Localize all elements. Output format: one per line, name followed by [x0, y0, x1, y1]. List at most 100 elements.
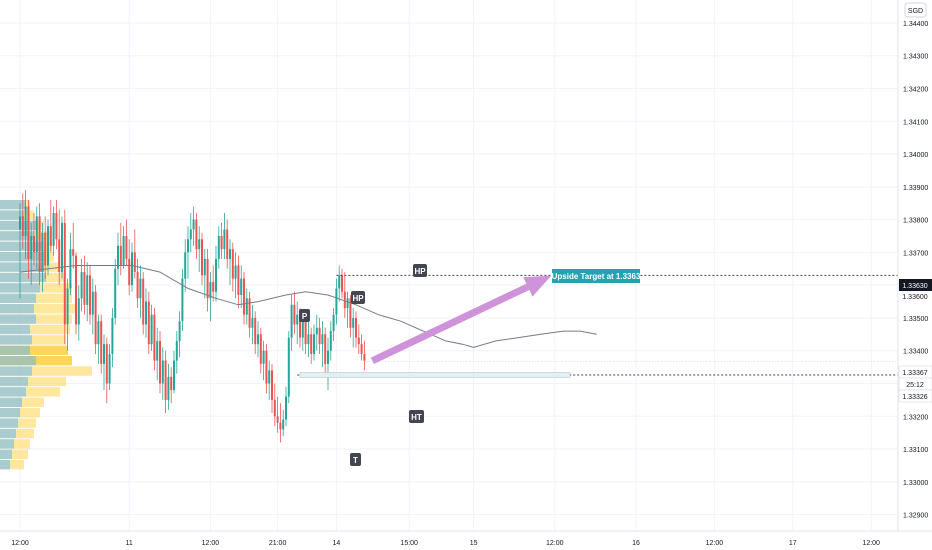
- candle-down: [273, 399, 276, 417]
- volume-bar-down: [0, 397, 22, 407]
- candle-up: [262, 350, 265, 364]
- price-tag-bid[interactable]: 1.33326: [898, 389, 932, 403]
- time-tick-label: 12:00: [862, 540, 880, 547]
- price-tag-level-1[interactable]: 1.33630: [899, 279, 932, 291]
- price-tick-label: 1.33100: [903, 447, 928, 454]
- ht-text: HT: [411, 413, 422, 422]
- grid: [0, 0, 898, 531]
- candle-up: [251, 317, 254, 328]
- candle-up: [307, 334, 310, 345]
- candle-down: [142, 278, 145, 325]
- volume-bar-up: [0, 345, 68, 355]
- candle-up: [181, 278, 184, 322]
- candle-up: [290, 304, 293, 338]
- candle-down: [201, 239, 203, 276]
- price-tick-label: 1.34100: [903, 119, 928, 126]
- candle-down: [310, 334, 313, 354]
- volume-bar-down: [0, 418, 18, 428]
- moving-average-line: [19, 265, 597, 348]
- hp-right-text: HP: [414, 267, 426, 276]
- candle-up: [346, 298, 349, 309]
- time-tick-label: 12:00: [706, 540, 724, 547]
- candle-down: [231, 249, 234, 279]
- volume-bar-down: [0, 231, 34, 241]
- candle-up: [77, 298, 80, 325]
- p-marker[interactable]: P: [299, 309, 310, 322]
- candle-up: [315, 327, 318, 335]
- candle-down: [128, 258, 131, 286]
- volume-bar-up: [0, 387, 60, 397]
- candle-down: [195, 219, 198, 250]
- annotations: HP HP P T HT Upside Target at 1.3363: [299, 264, 641, 466]
- candle-down: [89, 275, 91, 315]
- candle-down: [299, 314, 301, 338]
- volume-bar-down: [0, 335, 32, 345]
- p-text: P: [302, 312, 308, 321]
- time-tick-label: 11: [126, 540, 133, 547]
- volume-bar-up: [0, 366, 92, 376]
- hp-right-marker[interactable]: HP: [413, 264, 427, 277]
- candle-up: [41, 232, 44, 273]
- candle-up: [198, 239, 201, 250]
- candle-up: [209, 281, 212, 299]
- candle-down: [105, 344, 108, 384]
- price-tag-level-1-text: 1.33630: [902, 283, 927, 290]
- candle-up: [80, 272, 83, 299]
- candle-up: [30, 236, 33, 259]
- time-tick-label: 12:00: [202, 540, 220, 547]
- hp-left-marker[interactable]: HP: [351, 291, 365, 304]
- candle-up: [108, 354, 111, 384]
- countdown-text: 25:12: [906, 382, 924, 389]
- volume-bar-down: [0, 387, 26, 397]
- time-axis[interactable]: 12:00 11 12:00 21:00 14 15:00 15 12:00 16 12:00 17…: [11, 540, 932, 547]
- candle-up: [234, 265, 237, 279]
- volume-bar-down: [0, 272, 46, 283]
- candle-up: [150, 314, 153, 345]
- price-tick-label: 1.33000: [903, 480, 928, 487]
- candle-down: [259, 334, 262, 364]
- volume-bar-down: [0, 210, 24, 220]
- volume-bar-up: [0, 335, 66, 345]
- candle-down: [237, 265, 240, 295]
- candle-up: [268, 370, 271, 384]
- candle-down: [38, 216, 41, 273]
- time-tick-label: 15: [470, 540, 478, 547]
- candle-up: [19, 216, 21, 230]
- candle-down: [318, 327, 321, 345]
- candle-up: [287, 337, 290, 397]
- candle-up: [203, 258, 206, 276]
- candle-down: [343, 291, 346, 309]
- target-arrow[interactable]: [370, 275, 552, 364]
- currency-badge[interactable]: SGD: [904, 2, 927, 18]
- candle-up: [321, 334, 324, 345]
- t-marker[interactable]: T: [350, 453, 361, 466]
- candle-up: [332, 314, 335, 332]
- candles: [19, 190, 366, 443]
- volume-bar-up: [0, 324, 70, 335]
- candle-up: [103, 344, 105, 364]
- volume-bar-up: [0, 428, 34, 439]
- candle-down: [153, 314, 156, 361]
- currency-badge-text: SGD: [908, 8, 923, 15]
- volume-bar-up: [0, 376, 66, 387]
- candle-down: [75, 255, 77, 325]
- candle-down: [212, 281, 215, 292]
- candle-down: [94, 291, 97, 345]
- volume-bar-up: [0, 439, 30, 449]
- candle-down: [159, 340, 161, 384]
- candle-down: [119, 245, 122, 266]
- candle-down: [170, 376, 173, 391]
- price-tag-current[interactable]: 1.33367 25:12: [898, 365, 932, 391]
- candle-down: [49, 226, 52, 246]
- candle-up: [91, 291, 94, 315]
- price-tag-level-2: 1.33600: [902, 294, 927, 301]
- candle-down: [164, 360, 167, 400]
- candle-up: [175, 340, 178, 361]
- upside-target-label[interactable]: Upside Target at 1.3363: [552, 269, 641, 283]
- ht-marker[interactable]: HT: [409, 410, 424, 423]
- candle-up: [52, 213, 55, 246]
- candle-down: [21, 216, 24, 236]
- candle-up: [86, 275, 89, 305]
- price-tag-current-text: 1.33367: [902, 370, 927, 377]
